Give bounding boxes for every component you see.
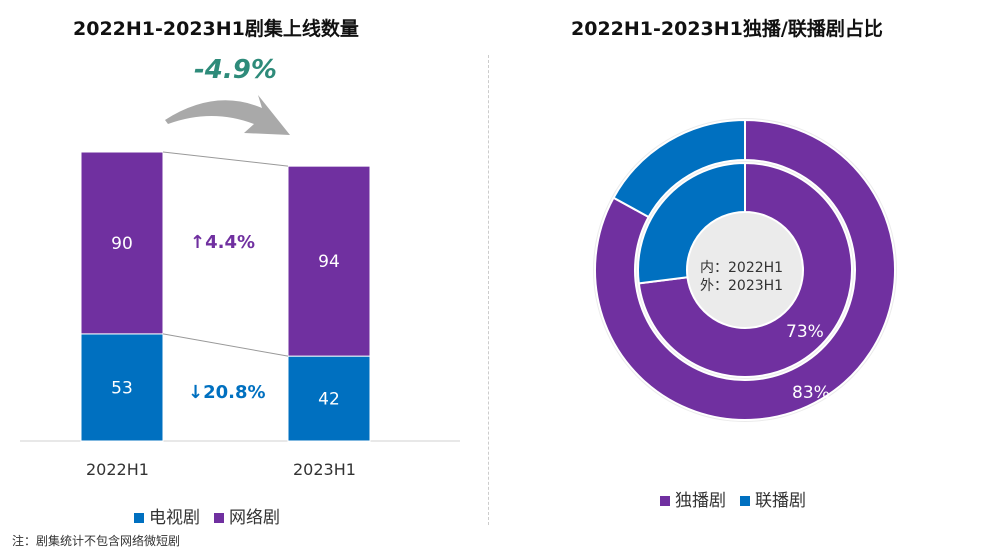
bar-2022H1-tv bbox=[80, 333, 164, 442]
legend-item-exclusive: 独播剧 bbox=[660, 486, 726, 511]
legend-item-web: 网络剧 bbox=[214, 503, 280, 528]
donut-inner-slice-exclusive bbox=[637, 161, 853, 378]
x-tick-2022h1: 2022H1 bbox=[86, 460, 149, 479]
bar-2022H1-web bbox=[80, 151, 164, 335]
donut-center-outer-label: 外：2023H1 bbox=[700, 278, 784, 294]
divider bbox=[488, 55, 489, 525]
legend-label-exclusive: 独播剧 bbox=[675, 491, 726, 511]
tv-change-label: ↓20.8% bbox=[188, 382, 266, 403]
exclusive-swatch bbox=[660, 496, 670, 506]
connector-line bbox=[162, 333, 289, 357]
curved-arrow-icon bbox=[165, 95, 290, 135]
legend-item-joint: 联播剧 bbox=[740, 486, 806, 511]
total-change-label: -4.9% bbox=[194, 55, 277, 85]
outer-ring-label: 83% bbox=[792, 383, 830, 403]
joint-swatch bbox=[740, 496, 750, 506]
bar-2023H1-tv bbox=[287, 355, 371, 442]
tv-swatch bbox=[134, 513, 144, 523]
connector-line bbox=[162, 151, 289, 167]
web-change-label: ↑4.4% bbox=[190, 232, 256, 253]
footnote: 注：剧集统计不包含网络微短剧 bbox=[12, 534, 181, 548]
bar-legend: 电视剧 网络剧 bbox=[134, 503, 280, 528]
donut-inner-slice-joint bbox=[637, 161, 746, 285]
donut-legend: 独播剧 联播剧 bbox=[660, 486, 806, 511]
bar-value-label: 94 bbox=[318, 252, 340, 272]
donut-outer-slice-joint bbox=[612, 118, 746, 219]
bar-chart-title: 2022H1-2023H1剧集上线数量 bbox=[73, 18, 359, 40]
inner-ring-label: 73% bbox=[786, 322, 824, 342]
legend-item-tv: 电视剧 bbox=[134, 503, 200, 528]
legend-label-tv: 电视剧 bbox=[149, 508, 200, 528]
bar-value-label: 90 bbox=[111, 234, 133, 254]
bar-value-label: 42 bbox=[318, 390, 340, 410]
bar-2023H1-web bbox=[287, 165, 371, 357]
x-tick-2023h1: 2023H1 bbox=[293, 460, 356, 479]
web-swatch bbox=[214, 513, 224, 523]
bar-value-label: 53 bbox=[111, 378, 133, 398]
legend-label-web: 网络剧 bbox=[229, 508, 280, 528]
legend-label-joint: 联播剧 bbox=[755, 491, 806, 511]
donut-center-inner-label: 内：2022H1 bbox=[700, 260, 784, 276]
donut-outer-slice-exclusive bbox=[594, 118, 896, 421]
donut-chart-title: 2022H1-2023H1独播/联播剧占比 bbox=[571, 18, 883, 40]
